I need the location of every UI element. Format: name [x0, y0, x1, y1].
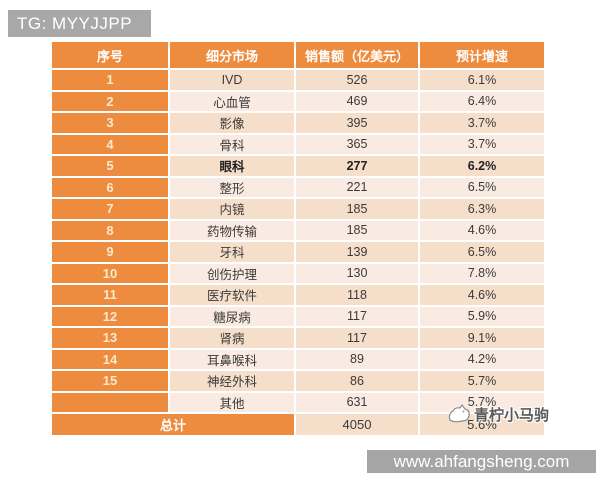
segment-cell: 耳鼻喉科: [170, 349, 294, 369]
row-number-cell: [52, 392, 168, 412]
growth-cell: 4.6%: [420, 285, 544, 305]
row-number-cell: 3: [52, 113, 168, 133]
total-growth-cell: 5.6%: [420, 414, 544, 435]
sales-cell: 526: [296, 70, 418, 90]
segment-cell: 其他: [170, 392, 294, 412]
growth-cell: 4.6%: [420, 220, 544, 240]
header-segment: 细分市场: [170, 42, 294, 68]
growth-cell: 4.2%: [420, 349, 544, 369]
growth-cell: 5.9%: [420, 306, 544, 326]
sales-cell: 139: [296, 242, 418, 262]
sales-cell: 631: [296, 392, 418, 412]
segment-cell: 整形: [170, 177, 294, 197]
sales-cell: 86: [296, 371, 418, 391]
row-number-cell: 6: [52, 177, 168, 197]
growth-cell: 6.2%: [420, 156, 544, 176]
total-sales-cell: 4050: [296, 414, 418, 435]
segment-cell: 眼科: [170, 156, 294, 176]
segment-cell: 心血管: [170, 91, 294, 111]
sales-cell: 277: [296, 156, 418, 176]
segment-cell: 牙科: [170, 242, 294, 262]
header-serial-number: 序号: [52, 42, 168, 68]
row-number-cell: 9: [52, 242, 168, 262]
segment-cell: 内镜: [170, 199, 294, 219]
growth-cell: 7.8%: [420, 263, 544, 283]
growth-cell: 9.1%: [420, 328, 544, 348]
header-sales: 销售额（亿美元）: [296, 42, 418, 68]
segment-cell: 肾病: [170, 328, 294, 348]
growth-cell: 6.5%: [420, 242, 544, 262]
sales-cell: 221: [296, 177, 418, 197]
row-number-cell: 8: [52, 220, 168, 240]
growth-cell: 3.7%: [420, 134, 544, 154]
sales-cell: 117: [296, 306, 418, 326]
growth-cell: 3.7%: [420, 113, 544, 133]
sales-cell: 185: [296, 199, 418, 219]
growth-cell: 6.4%: [420, 91, 544, 111]
row-number-cell: 15: [52, 371, 168, 391]
footer-url: www.ahfangsheng.com: [367, 450, 596, 473]
segment-cell: 影像: [170, 113, 294, 133]
growth-cell: 5.7%: [420, 392, 544, 412]
row-number-cell: 12: [52, 306, 168, 326]
sales-cell: 89: [296, 349, 418, 369]
row-number-cell: 13: [52, 328, 168, 348]
row-number-cell: 1: [52, 70, 168, 90]
total-label-cell: 总计: [52, 414, 294, 435]
row-number-cell: 11: [52, 285, 168, 305]
sales-cell: 117: [296, 328, 418, 348]
sales-cell: 365: [296, 134, 418, 154]
sales-cell: 130: [296, 263, 418, 283]
sales-cell: 395: [296, 113, 418, 133]
segment-cell: 创伤护理: [170, 263, 294, 283]
segment-cell: 药物传输: [170, 220, 294, 240]
market-segments-table: 序号 细分市场 销售额（亿美元） 预计增速 1 IVD 526 6.1% 2 心血管 469…: [52, 42, 544, 435]
sales-cell: 185: [296, 220, 418, 240]
growth-cell: 6.1%: [420, 70, 544, 90]
row-number-cell: 7: [52, 199, 168, 219]
row-number-cell: 10: [52, 263, 168, 283]
segment-cell: 骨科: [170, 134, 294, 154]
tg-badge: TG: MYYJJPP: [8, 10, 151, 37]
row-number-cell: 5: [52, 156, 168, 176]
row-number-cell: 2: [52, 91, 168, 111]
row-number-cell: 14: [52, 349, 168, 369]
sales-cell: 469: [296, 91, 418, 111]
segment-cell: 神经外科: [170, 371, 294, 391]
growth-cell: 5.7%: [420, 371, 544, 391]
header-growth: 预计增速: [420, 42, 544, 68]
growth-cell: 6.3%: [420, 199, 544, 219]
segment-cell: 糖尿病: [170, 306, 294, 326]
segment-cell: 医疗软件: [170, 285, 294, 305]
growth-cell: 6.5%: [420, 177, 544, 197]
segment-cell: IVD: [170, 70, 294, 90]
sales-cell: 118: [296, 285, 418, 305]
row-number-cell: 4: [52, 134, 168, 154]
